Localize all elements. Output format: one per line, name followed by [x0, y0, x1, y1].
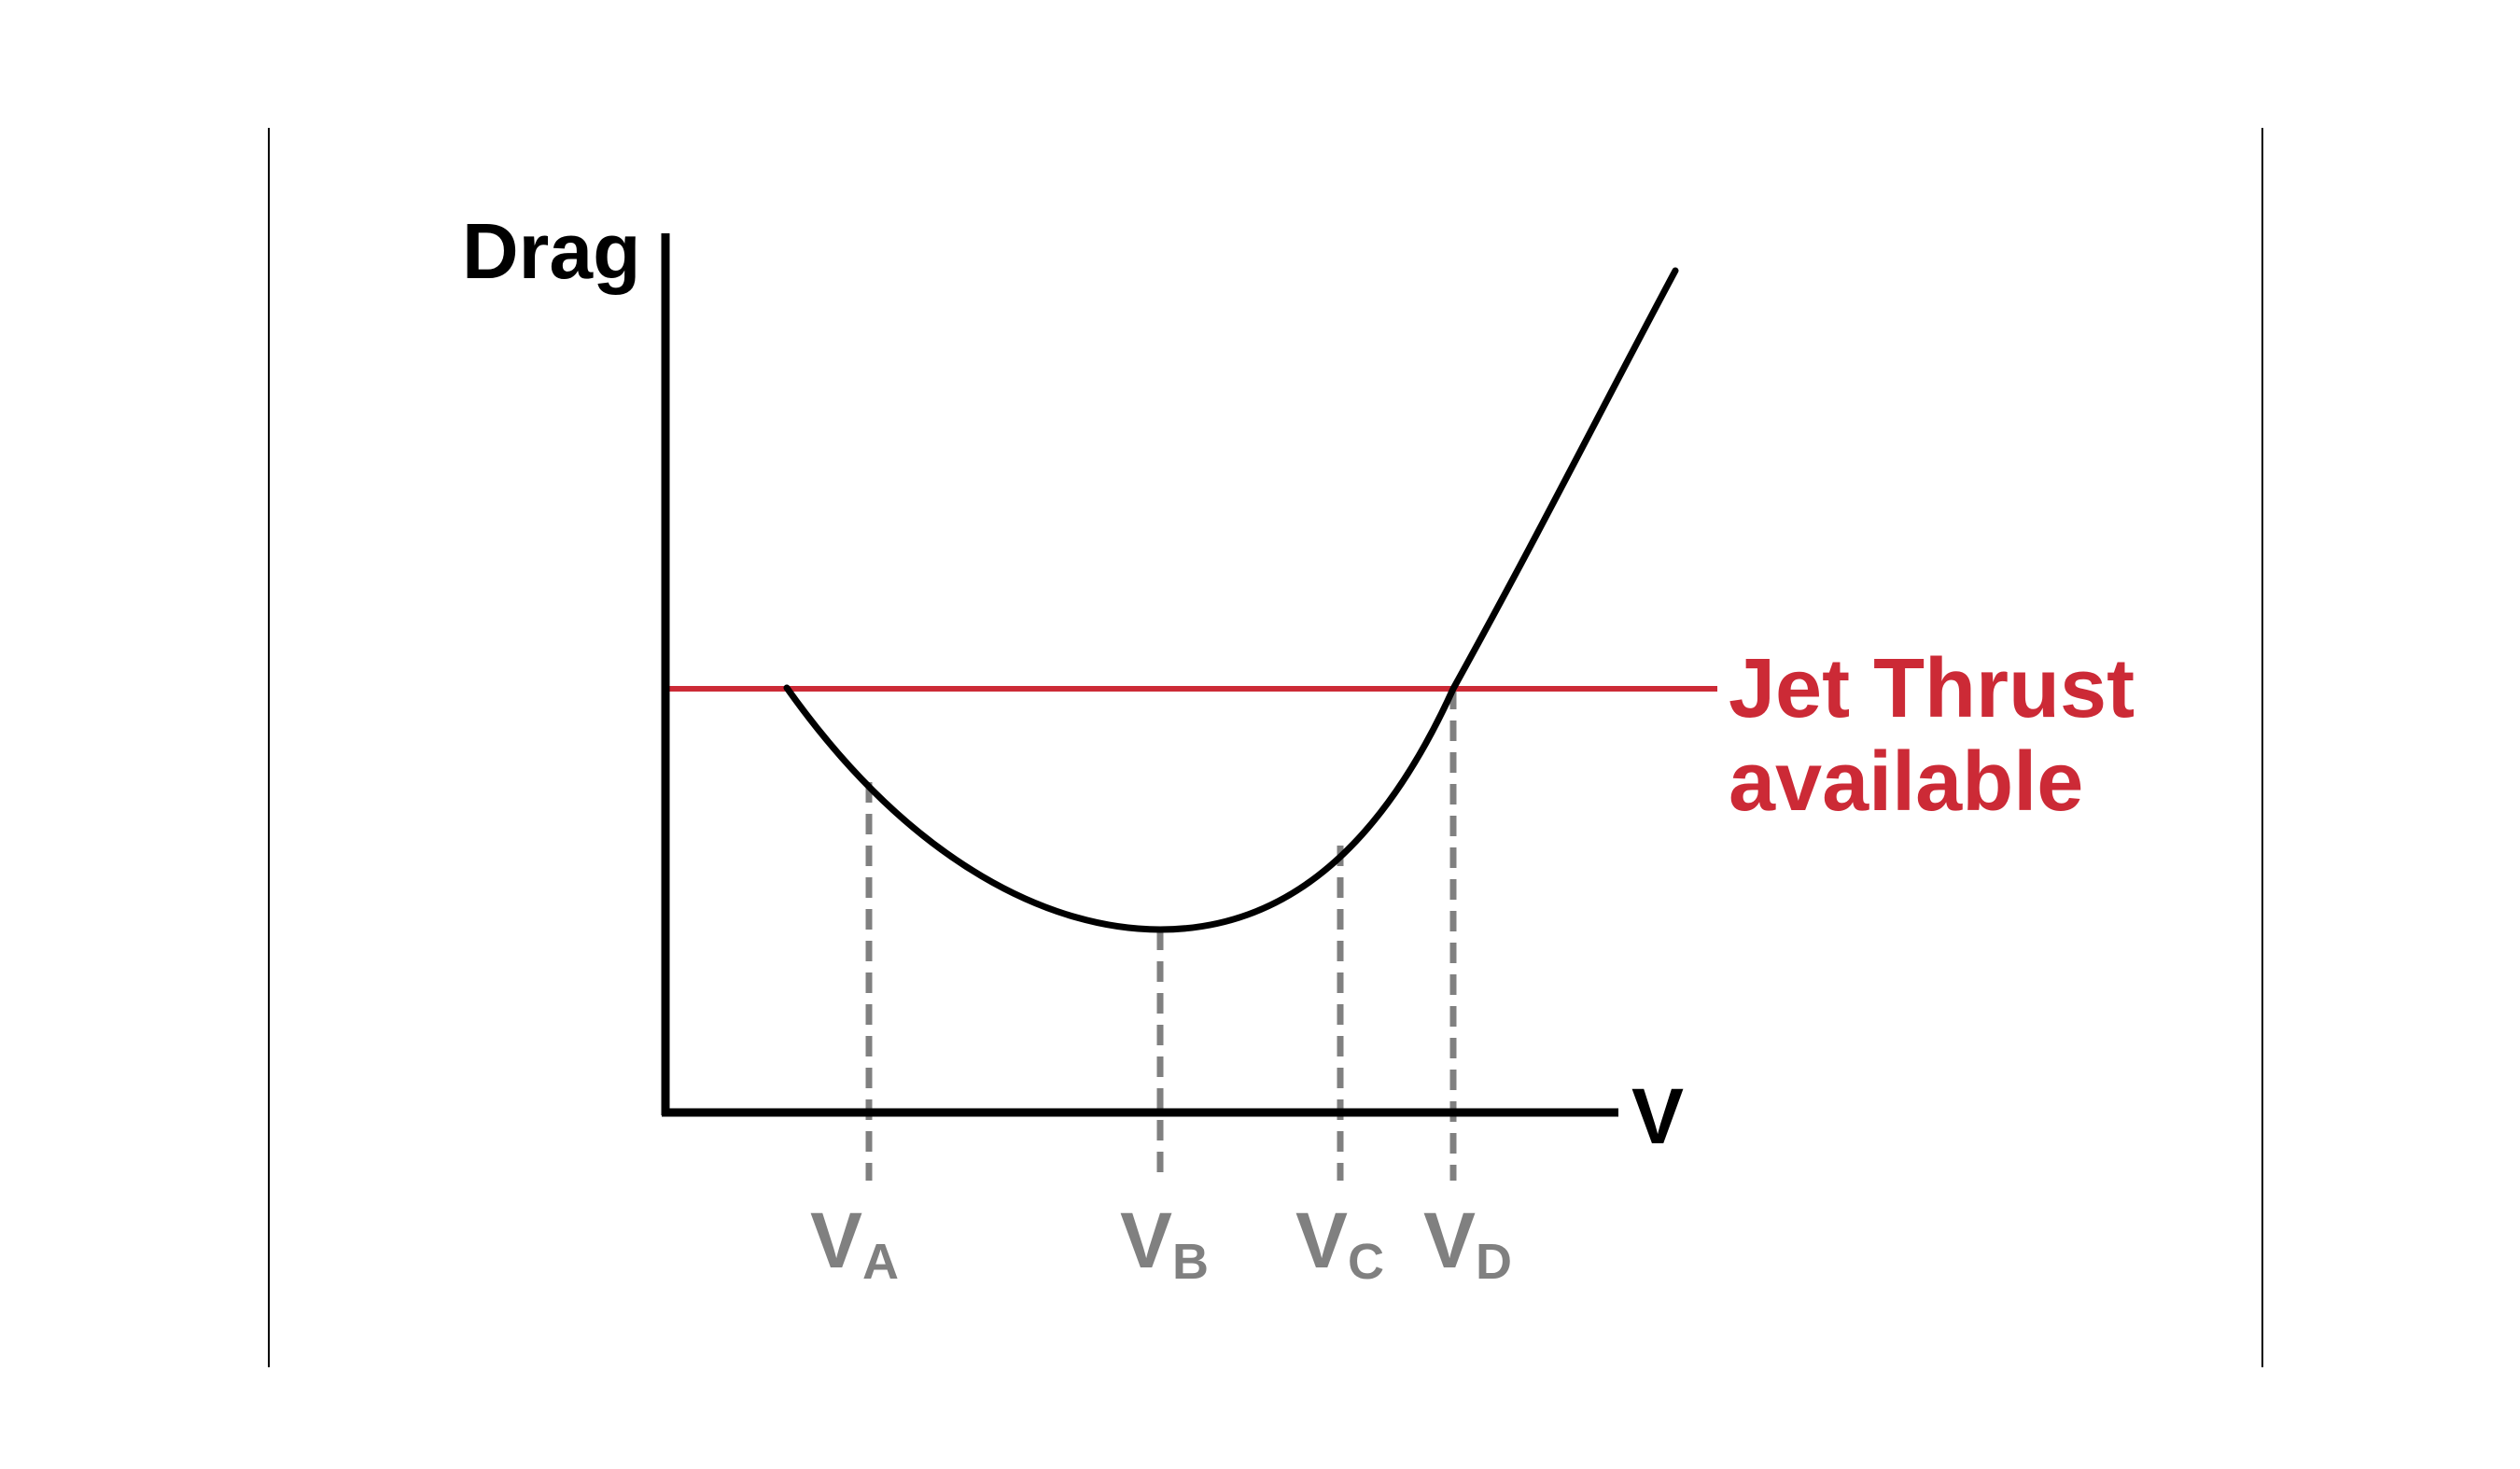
speed-label-va-sub: A: [862, 1234, 899, 1290]
speed-label-vb: VB: [1120, 1196, 1209, 1290]
x-axis-label: V: [1631, 1072, 1684, 1160]
drag-curve: [783, 267, 1679, 933]
jet-thrust-label-line1: Jet Thrust: [1729, 642, 2135, 735]
jet-thrust-label-line2: available: [1729, 735, 2083, 829]
y-axis-label: Drag: [462, 207, 640, 295]
speed-label-vc: VC: [1295, 1196, 1384, 1290]
speed-label-va: VA: [810, 1196, 899, 1290]
speed-label-vb-main: V: [1120, 1196, 1172, 1284]
speed-label-va-main: V: [810, 1196, 862, 1284]
speed-label-vd: VD: [1423, 1196, 1512, 1290]
speed-label-vd-sub: D: [1476, 1234, 1512, 1290]
speed-label-vb-sub: B: [1172, 1234, 1209, 1290]
speed-guides: [865, 689, 1457, 1181]
speed-label-vc-main: V: [1295, 1196, 1348, 1284]
speed-label-vc-sub: C: [1348, 1234, 1384, 1290]
speed-label-vd-main: V: [1423, 1196, 1476, 1284]
speed-labels: VA VB VC VD: [810, 1196, 1512, 1290]
